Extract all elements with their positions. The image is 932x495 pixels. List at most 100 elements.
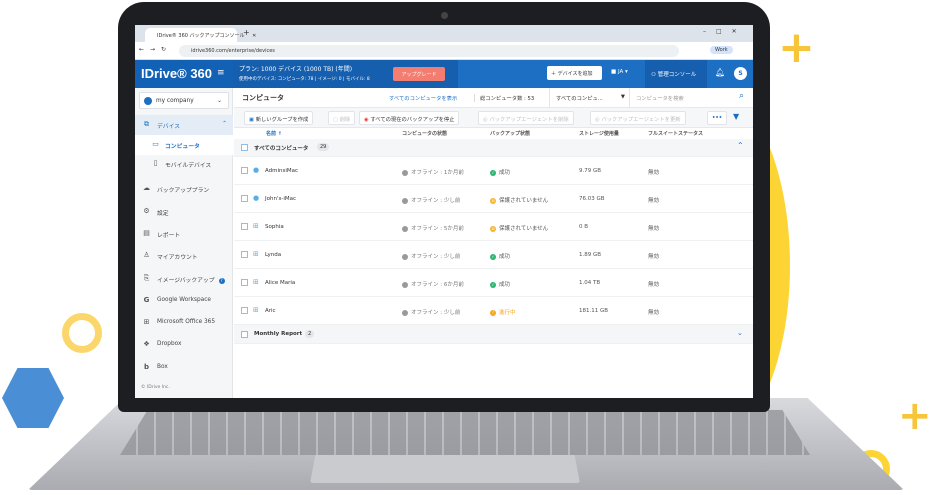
sidebar-item-computers[interactable]: ▭ コンピュータ <box>135 135 233 155</box>
user-icon: ♙ <box>143 251 150 259</box>
table-row[interactable]: ● AdminsiMac オフライン : 1か月前 ✓ 成功 9.79 GB 無効 <box>234 157 753 185</box>
full-suite-status: 無効 <box>648 170 660 176</box>
hexagon-decoration <box>2 368 64 428</box>
logo: IDrive® 360 <box>135 60 233 88</box>
checkbox[interactable] <box>241 251 248 258</box>
checkbox[interactable] <box>241 279 248 286</box>
computer-name[interactable]: AdminsiMac <box>265 168 299 174</box>
bell-icon[interactable]: 🔔︎ <box>715 68 726 77</box>
add-device-button[interactable]: ＋ デバイスを追加 <box>547 66 602 80</box>
plus-decoration-icon: + <box>778 22 815 73</box>
full-suite-status: 無効 <box>648 282 660 288</box>
computer-state: オフライン : 少し前 <box>402 196 460 204</box>
sidebar-item-box[interactable]: b Box <box>143 363 168 371</box>
language-select[interactable]: ■ JA ▾ <box>611 69 628 75</box>
sidebar-item-mobile[interactable]: ▯ モバイルデバイス <box>135 154 233 174</box>
checkbox[interactable] <box>241 167 248 174</box>
checkbox[interactable] <box>241 195 248 202</box>
search-icon[interactable]: ⌕ <box>739 91 745 101</box>
admin-console-button[interactable]: ⚇ 管理コンソール <box>645 60 707 88</box>
help-icon[interactable]: ? <box>218 278 225 284</box>
ring-decoration <box>62 313 102 353</box>
computer-state: オフライン : 5か月前 <box>402 224 464 232</box>
remove-agent-button[interactable]: ◎ バックアップエージェントを削除 <box>478 111 574 125</box>
table-row[interactable]: ⊞ Alice Maria オフライン : 6か月前 ✓ 成功 1.04 TB 無… <box>234 269 753 297</box>
window-controls[interactable]: –□✕ <box>703 28 747 35</box>
windows-icon: ⊞ <box>253 222 259 230</box>
computer-name[interactable]: Sophia <box>265 224 284 230</box>
computer-name[interactable]: John's-iMac <box>265 196 296 202</box>
nav-icons[interactable]: ←→↻ <box>139 46 173 53</box>
table-row[interactable]: ⊞ Sophia オフライン : 5か月前 ⊘ 保護されていません 0 B 無効 <box>234 213 753 241</box>
computer-name[interactable]: Lynda <box>265 252 282 258</box>
storage-used: 9.79 GB <box>579 168 602 174</box>
delete-button[interactable]: ▢ 削除 <box>328 111 356 125</box>
chevron-down-icon[interactable]: ⌄ <box>737 329 743 337</box>
new-group-button[interactable]: ▣ 新しいグループを作成 <box>244 111 314 125</box>
table-row[interactable]: ⊞ Lynda オフライン : 少し前 ✓ 成功 1.89 GB 無効 <box>234 241 753 269</box>
offline-icon <box>402 225 408 232</box>
column-header-full-suite[interactable]: フルスイートステータス <box>648 131 704 137</box>
full-suite-status: 無効 <box>648 198 660 204</box>
more-button[interactable]: ••• <box>707 111 728 125</box>
in-progress-icon: ! <box>490 309 496 316</box>
profile-button[interactable]: Work <box>710 46 733 54</box>
checkbox[interactable] <box>241 307 248 314</box>
close-tab-icon[interactable]: ✕ <box>252 33 257 39</box>
success-icon: ✓ <box>490 281 496 288</box>
toolbar: ▣ 新しいグループを作成 ▢ 削除 ◉ すべての現在のバックアップを停止 ◎ バ… <box>234 107 753 128</box>
success-icon: ✓ <box>490 169 496 176</box>
update-agent-button[interactable]: ◎ バックアップエージェントを更新 <box>590 111 686 125</box>
browser-tab-bar: IDrive® 360 バックアップコンソール ✕ + –□✕ <box>135 25 753 42</box>
sidebar-item-backup-plan[interactable]: ☁ バックアッププラン <box>143 184 210 194</box>
table-row[interactable]: ● John's-iMac オフライン : 少し前 ⊘ 保護されていません 76.… <box>234 185 753 213</box>
computer-state: オフライン : 6か月前 <box>402 280 464 288</box>
sidebar-item-reports[interactable]: ▤ レポート <box>143 229 181 239</box>
menu-icon[interactable]: ≡ <box>217 68 225 78</box>
computer-name[interactable]: Alice Maria <box>265 280 296 286</box>
group-row-all-computers[interactable]: すべてのコンピュータ 29 ⌃ <box>234 139 753 157</box>
laptop-keyboard <box>120 410 810 455</box>
computer-filter-select[interactable]: すべてのコンピュ... ▼ <box>549 88 629 107</box>
show-all-link[interactable]: すべてのコンピュータを表示 <box>389 96 458 102</box>
windows-icon: ⊞ <box>253 278 259 286</box>
apple-icon: ● <box>253 194 260 202</box>
column-header-storage[interactable]: ストレージ使用量 <box>579 131 619 137</box>
upgrade-button[interactable]: アップグレード <box>393 67 445 81</box>
avatar[interactable]: S <box>734 67 747 80</box>
company-select[interactable]: my company ⌄ <box>139 92 229 109</box>
column-header-computer-state[interactable]: コンピュータの状態 <box>402 131 448 137</box>
checkbox[interactable] <box>241 144 248 151</box>
checkbox[interactable] <box>241 331 248 338</box>
sidebar-item-dropbox[interactable]: ❖ Dropbox <box>143 340 182 348</box>
page-title: コンピュータ <box>242 94 284 102</box>
group-row-monthly-report[interactable]: Monthly Report 2 ⌄ <box>234 325 753 344</box>
sidebar-item-devices[interactable]: ⧉ デバイス ⌃ <box>135 115 233 135</box>
new-tab-icon[interactable]: + <box>243 28 250 37</box>
computer-state: オフライン : 少し前 <box>402 252 460 260</box>
backup-status: ✓ 成功 <box>490 253 511 260</box>
computer-name[interactable]: Aric <box>265 308 276 314</box>
column-header-backup-status[interactable]: バックアップ状態 <box>490 131 531 137</box>
sidebar-item-my-account[interactable]: ♙ マイアカウント <box>143 251 198 261</box>
column-header-name[interactable]: 名前 ↑ <box>266 131 282 137</box>
sidebar-item-image-backup[interactable]: ⎘ イメージバックアップ? <box>143 274 225 284</box>
sidebar-item-office-365[interactable]: ⊞ Microsoft Office 365 <box>143 318 216 326</box>
sidebar-item-settings[interactable]: ⚙ 設定 <box>143 207 169 217</box>
sidebar: my company ⌄ ⧉ デバイス ⌃ ▭ コンピュータ ▯ モバイルデバイス ☁ バッ… <box>135 88 233 398</box>
cloud-icon: ☁ <box>143 184 150 192</box>
windows-icon: ⊞ <box>253 306 259 314</box>
checkbox[interactable] <box>241 223 248 230</box>
browser-tab[interactable]: IDrive® 360 バックアップコンソール ✕ <box>145 28 256 42</box>
gear-icon: ⚙ <box>143 207 150 215</box>
chevron-up-icon[interactable]: ⌃ <box>737 141 744 150</box>
sidebar-item-google-workspace[interactable]: G Google Workspace <box>143 296 211 304</box>
plus-decoration-icon: + <box>898 393 932 439</box>
storage-used: 1.04 TB <box>579 280 601 286</box>
url-field[interactable]: idrive360.com/enterprise/devices <box>179 45 679 57</box>
filter-icon[interactable]: ▼ <box>733 112 740 121</box>
full-suite-status: 無効 <box>648 226 660 232</box>
table-row[interactable]: ⊞ Aric オフライン : 少し前 ! 進行中 181.11 GB 無効 <box>234 297 753 325</box>
stop-all-backups-button[interactable]: ◉ すべての現在のバックアップを停止 <box>359 111 460 125</box>
search-input[interactable]: コンピュータを検索 <box>629 88 753 107</box>
